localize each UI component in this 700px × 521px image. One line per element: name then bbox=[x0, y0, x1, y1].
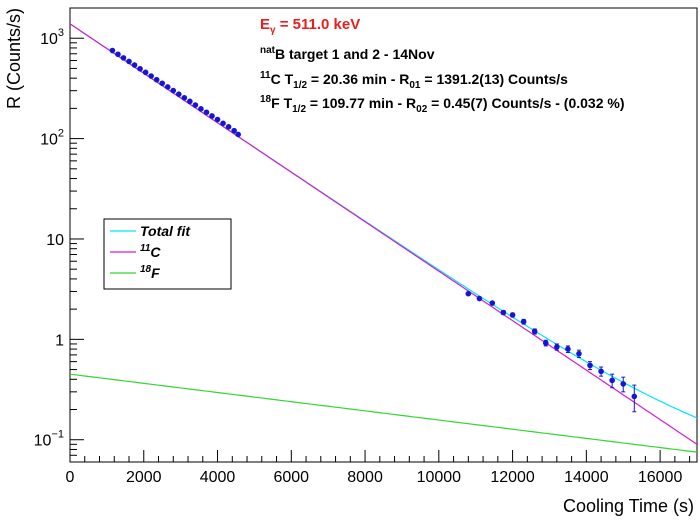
data-point bbox=[192, 102, 199, 108]
data-point bbox=[209, 113, 215, 119]
y-tick-label: 10−1 bbox=[34, 429, 64, 450]
data-point bbox=[576, 350, 582, 357]
x-tick-label: 2000 bbox=[126, 469, 162, 486]
data-point bbox=[235, 131, 241, 138]
data-points bbox=[109, 47, 638, 413]
energy-annotation: Eγ = 511.0 keV bbox=[260, 16, 360, 36]
data-point bbox=[465, 290, 472, 297]
data-point bbox=[164, 84, 171, 90]
data-point bbox=[220, 120, 226, 127]
y-tick-label: 10 bbox=[46, 232, 64, 249]
c11-fit-curve bbox=[70, 23, 697, 445]
data-point bbox=[159, 80, 166, 87]
f18-annotation: 18F T1/2 = 109.77 min - R02 = 0.45(7) Co… bbox=[260, 94, 625, 115]
data-point bbox=[137, 65, 143, 72]
data-point bbox=[126, 58, 132, 65]
x-tick-label: 6000 bbox=[273, 469, 309, 486]
x-axis: 0 2000 4000 6000 8000 10000 12000 14000 16000 bbox=[66, 450, 691, 486]
legend-label-18f: 18F bbox=[140, 264, 160, 281]
data-point bbox=[598, 368, 604, 375]
x-tick-label: 12000 bbox=[490, 469, 535, 486]
data-point bbox=[476, 295, 483, 302]
data-point bbox=[520, 318, 527, 325]
data-point bbox=[203, 109, 210, 116]
c11-annotation: 11C T1/2 = 20.36 min - R01 = 1391.2(13) … bbox=[260, 70, 568, 91]
data-point bbox=[531, 328, 538, 335]
y-axis-title: R (Counts/s) bbox=[4, 8, 24, 109]
data-point bbox=[587, 362, 593, 369]
x-tick-label: 10000 bbox=[417, 469, 462, 486]
y-tick-label: 1 bbox=[55, 332, 64, 349]
data-point bbox=[509, 312, 516, 318]
data-point bbox=[148, 73, 154, 79]
data-point bbox=[170, 87, 177, 94]
x-tick-label: 16000 bbox=[638, 469, 683, 486]
data-point bbox=[131, 62, 138, 68]
data-point bbox=[609, 377, 615, 384]
y-tick-label: 102 bbox=[40, 128, 64, 149]
data-point bbox=[620, 381, 627, 387]
data-point bbox=[489, 300, 496, 306]
data-point bbox=[120, 55, 127, 61]
legend-label-11c: 11C bbox=[140, 243, 161, 260]
data-point bbox=[631, 393, 638, 400]
legend-label-total-fit: Total fit bbox=[140, 223, 191, 239]
data-point bbox=[187, 98, 193, 105]
data-point bbox=[231, 127, 237, 134]
data-point bbox=[565, 346, 571, 352]
y-tick-label: 103 bbox=[40, 27, 64, 48]
data-point bbox=[176, 91, 182, 97]
x-tick-label: 14000 bbox=[564, 469, 609, 486]
x-tick-label: 4000 bbox=[200, 469, 236, 486]
data-point bbox=[500, 309, 507, 316]
data-point bbox=[181, 94, 188, 101]
f18-fit-curve bbox=[70, 373, 697, 453]
data-point bbox=[225, 124, 232, 130]
data-point bbox=[554, 344, 560, 350]
x-axis-title: Cooling Time (s) bbox=[563, 496, 694, 516]
x-tick-label: 8000 bbox=[347, 469, 383, 486]
data-point bbox=[198, 106, 204, 112]
data-point bbox=[542, 340, 549, 346]
data-point bbox=[142, 69, 149, 76]
y-axis: 10−1 1 10 102 103 bbox=[34, 7, 84, 463]
target-annotation: natB target 1 and 2 - 14Nov bbox=[260, 45, 435, 62]
data-point bbox=[153, 76, 160, 83]
x-tick-label: 0 bbox=[66, 469, 75, 486]
data-point bbox=[214, 116, 221, 123]
data-point bbox=[109, 47, 116, 54]
legend: Total fit 11C 18F bbox=[103, 218, 232, 290]
data-point bbox=[115, 51, 121, 58]
